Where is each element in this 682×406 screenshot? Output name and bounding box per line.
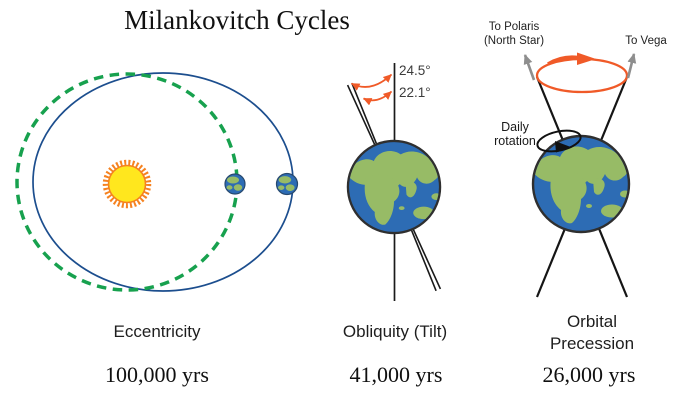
- to-vega-label: To Vega: [625, 35, 667, 47]
- orbit-high-eccentricity: [32, 72, 294, 292]
- to-vega-arrow: [626, 53, 637, 79]
- precession-label-line1: Orbital: [566, 312, 618, 331]
- to-polaris-line1: To Polaris: [488, 21, 540, 33]
- daily-rotation-line2: rotation: [494, 133, 536, 148]
- precession-arrowhead: [577, 52, 596, 65]
- daily-rotation-line1: Daily: [501, 120, 529, 134]
- obliquity-label: Obliquity (Tilt): [342, 322, 448, 341]
- to-polaris-arrow: [523, 54, 536, 81]
- precession-arrow-shaft: [547, 55, 579, 66]
- precession-label-line2: Precession: [549, 333, 635, 353]
- eccentricity-label: Eccentricity: [113, 322, 201, 341]
- to-polaris-line2: (North Star): [483, 35, 545, 47]
- angle-arrow-24: [351, 73, 393, 91]
- eccentricity-panel: [15, 72, 298, 292]
- precession-panel: [523, 52, 637, 298]
- obliquity-angle-max: 24.5°: [399, 63, 431, 78]
- obliquity-panel: [348, 63, 441, 301]
- daily-rotation-arrowhead: [555, 141, 572, 153]
- page-title: Milankovitch Cycles: [124, 5, 350, 35]
- sun-icon: [102, 159, 152, 209]
- earth-on-dashed-orbit: [225, 174, 245, 194]
- obliquity-period: 41,000 yrs: [349, 362, 443, 387]
- daily-rotation-label: Daily rotation: [494, 120, 536, 148]
- to-polaris-label: To Polaris (North Star): [484, 20, 544, 48]
- precession-label: Orbital Precession: [550, 311, 634, 354]
- angle-arrow-22: [363, 90, 393, 106]
- earth-on-solid-orbit: [277, 174, 298, 195]
- obliquity-angle-min: 22.1°: [399, 85, 431, 100]
- earth-obliquity: [348, 141, 441, 233]
- eccentricity-period: 100,000 yrs: [105, 362, 209, 387]
- precession-period: 26,000 yrs: [542, 362, 636, 387]
